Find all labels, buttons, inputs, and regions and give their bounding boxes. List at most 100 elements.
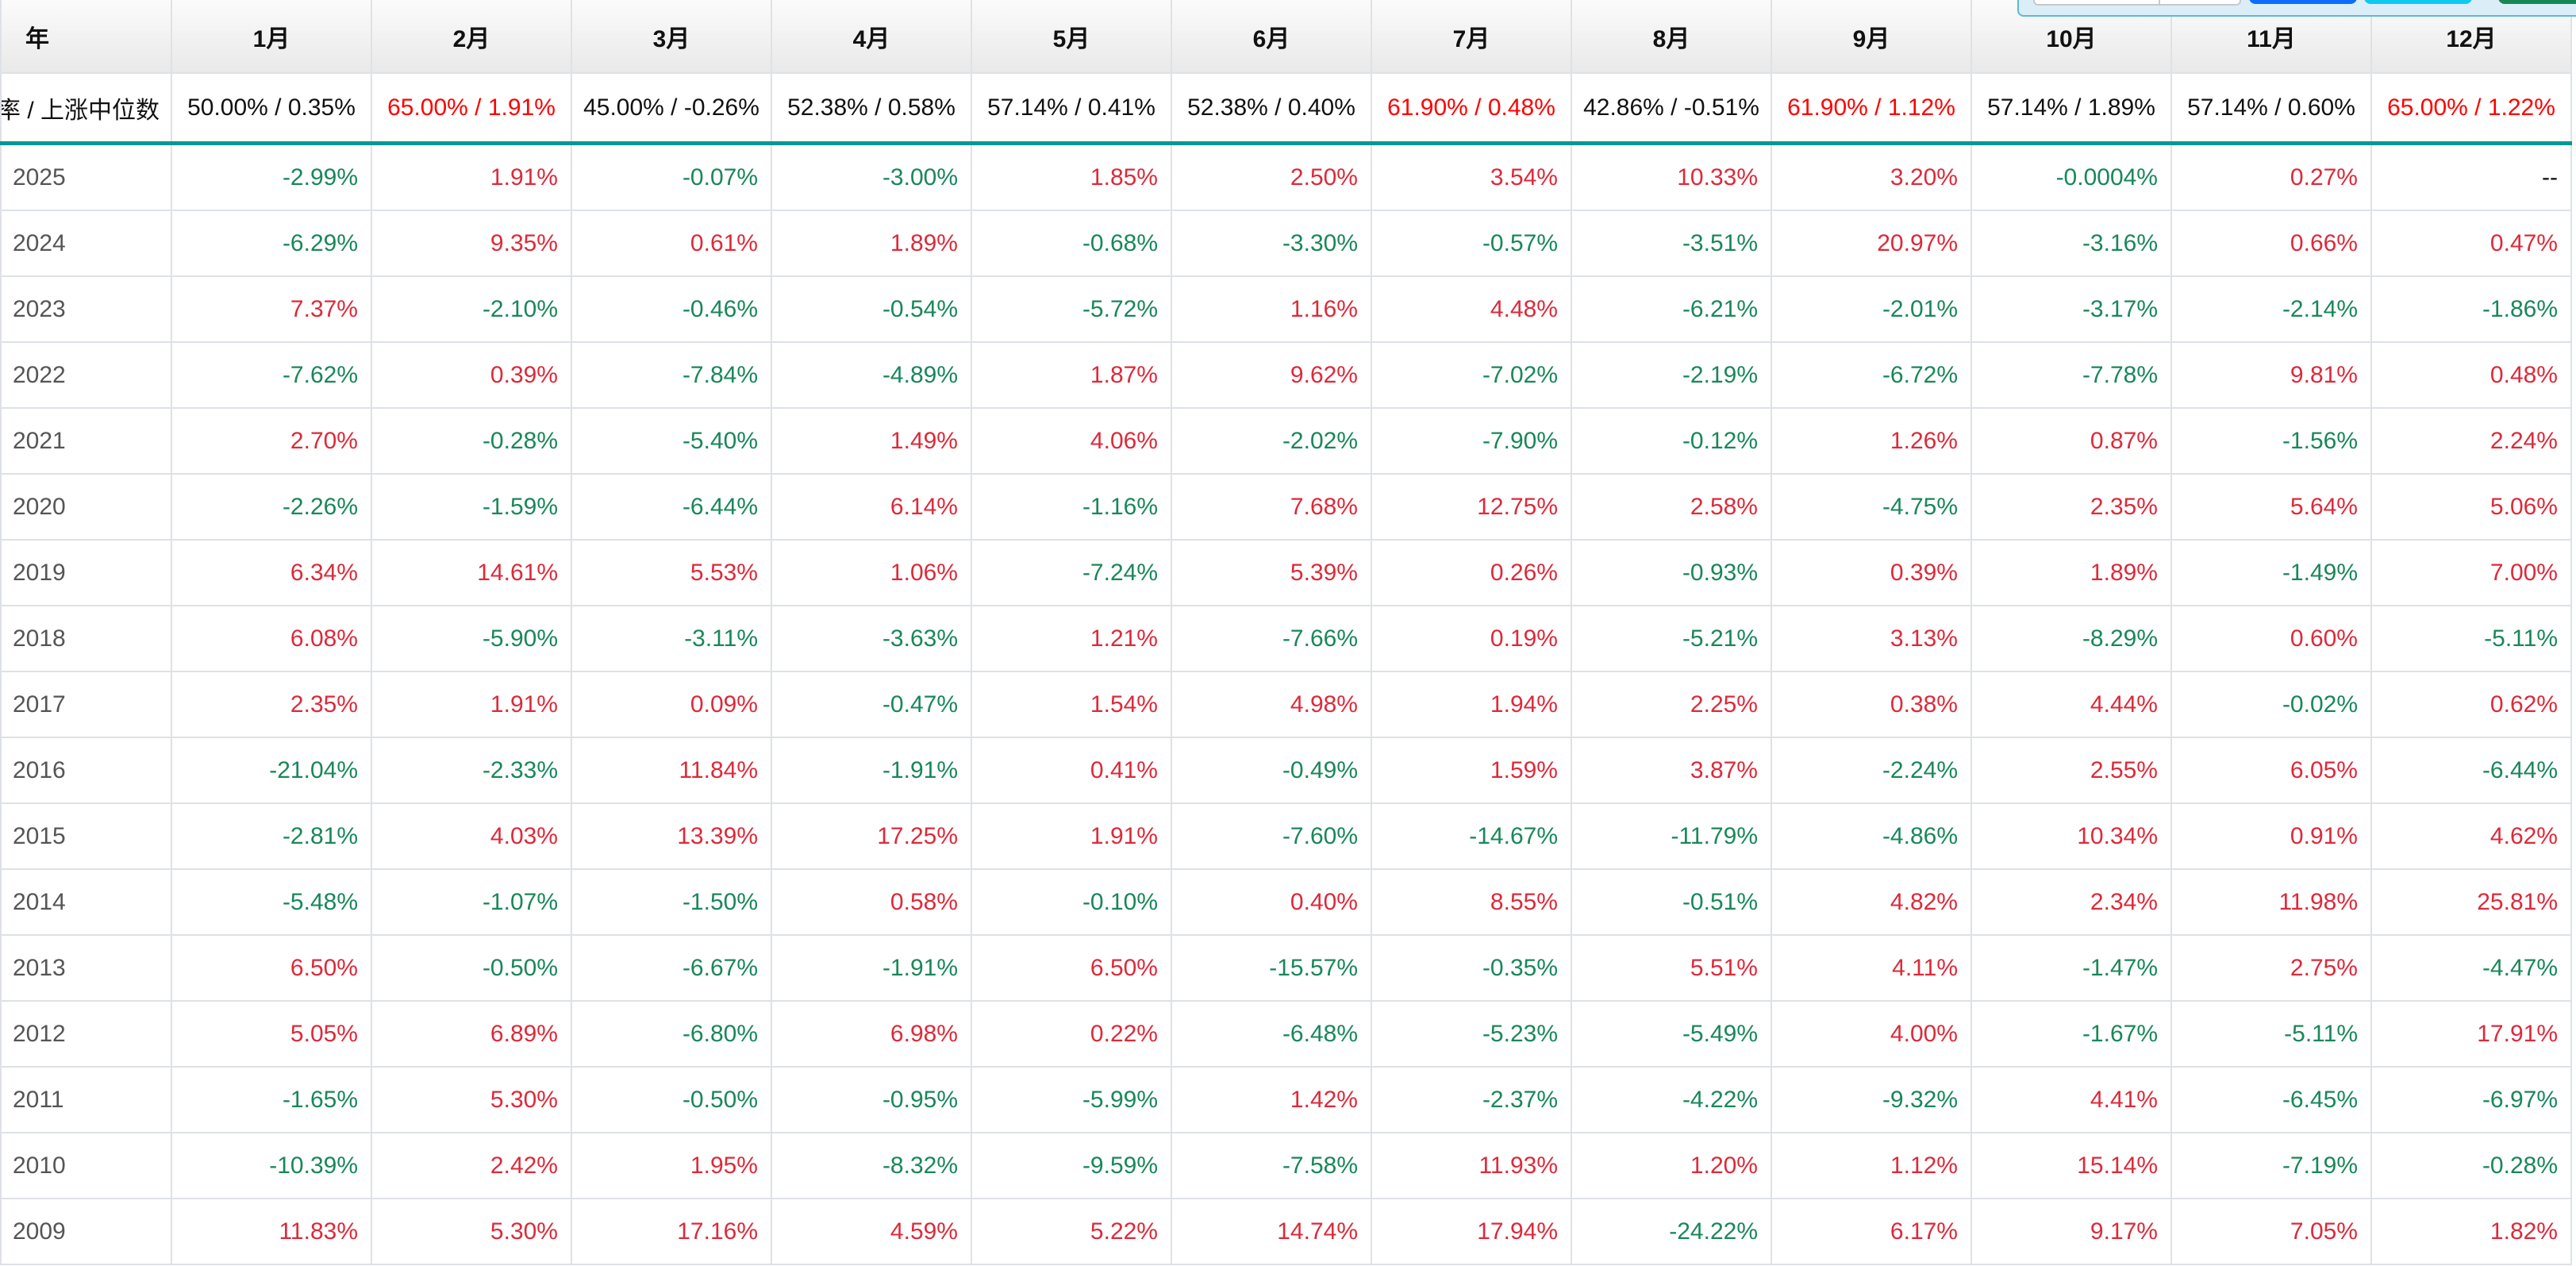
return-cell: -0.50%: [371, 934, 572, 1002]
return-cell: 2.75%: [2170, 934, 2372, 1002]
return-cell: 2.70%: [171, 407, 372, 475]
return-cell: 5.39%: [1171, 539, 1372, 606]
return-cell: -1.47%: [1970, 934, 2172, 1002]
return-cell: -9.32%: [1771, 1066, 1972, 1133]
return-cell: -0.02%: [2170, 671, 2372, 738]
return-cell: -1.91%: [771, 934, 972, 1002]
year-cell: 2021: [0, 407, 172, 475]
return-cell: -0.51%: [1571, 868, 1772, 936]
return-cell: -5.49%: [1571, 1000, 1772, 1068]
return-cell: -5.48%: [171, 868, 372, 936]
year-cell: 2013: [0, 934, 172, 1002]
summary-cell: 52.38% / 0.58%: [771, 72, 972, 145]
header-month[interactable]: 4月: [771, 0, 972, 74]
header-month[interactable]: 3月: [571, 0, 772, 74]
return-cell: 6.08%: [171, 605, 372, 672]
return-cell: -1.91%: [771, 737, 972, 804]
return-cell: -5.11%: [2170, 1000, 2372, 1068]
return-cell: -5.21%: [1571, 605, 1772, 672]
return-cell: -2.24%: [1771, 737, 1972, 804]
return-cell: 5.53%: [571, 539, 772, 606]
return-cell: 1.94%: [1371, 671, 1572, 738]
summary-cell: 61.90% / 0.48%: [1371, 72, 1572, 145]
return-cell: 1.20%: [1571, 1132, 1772, 1199]
return-cell: 0.61%: [571, 210, 772, 277]
header-month[interactable]: 1月: [171, 0, 372, 74]
table-row: 2018 6.08% -5.90% -3.11% -3.63% 1.21% -7.66% 0.…: [0, 605, 2572, 672]
return-cell: 14.61%: [371, 539, 572, 606]
year-cell: 2020: [0, 473, 172, 541]
toolbar-success-button[interactable]: [2498, 0, 2576, 4]
table-row: 2021 2.70% -0.28% -5.40% 1.49% 4.06% -2.02% -7.…: [0, 407, 2572, 475]
toolbar-primary-button[interactable]: [2249, 0, 2357, 4]
header-month[interactable]: 9月: [1771, 0, 1972, 74]
return-cell: 10.34%: [1970, 802, 2172, 870]
table-row: 2013 6.50% -0.50% -6.67% -1.91% 6.50% -15.57% -…: [0, 934, 2572, 1002]
summary-row: 率 / 上涨中位数 50.00% / 0.35% 65.00% / 1.91% 45…: [0, 72, 2572, 145]
return-cell: -3.11%: [571, 605, 772, 672]
header-year[interactable]: 年: [0, 0, 172, 74]
return-cell: 9.81%: [2170, 341, 2372, 409]
return-cell: -3.30%: [1171, 210, 1372, 277]
return-cell: 2.34%: [1970, 868, 2172, 936]
return-cell: 6.89%: [371, 1000, 572, 1068]
year-cell: 2012: [0, 1000, 172, 1068]
return-cell: 0.09%: [571, 671, 772, 738]
return-cell: -3.51%: [1571, 210, 1772, 277]
return-cell: -7.58%: [1171, 1132, 1372, 1199]
return-cell: -21.04%: [171, 737, 372, 804]
return-cell: 1.26%: [1771, 407, 1972, 475]
return-cell: 6.50%: [171, 934, 372, 1002]
return-cell: 4.82%: [1771, 868, 1972, 936]
table-row: 2011 -1.65% 5.30% -0.50% -0.95% -5.99% 1.42% -2…: [0, 1066, 2572, 1133]
return-cell: -0.0004%: [1970, 142, 2172, 211]
return-cell: 6.17%: [1771, 1198, 1972, 1265]
return-cell: 7.05%: [2170, 1198, 2372, 1265]
return-cell: -0.46%: [571, 275, 772, 343]
return-cell: 5.64%: [2170, 473, 2372, 541]
return-cell: 0.41%: [971, 737, 1172, 804]
return-cell: 6.98%: [771, 1000, 972, 1068]
summary-cell: 50.00% / 0.35%: [171, 72, 372, 145]
return-cell: 0.22%: [971, 1000, 1172, 1068]
return-cell: -4.86%: [1771, 802, 1972, 870]
header-month[interactable]: 8月: [1571, 0, 1772, 74]
header-month[interactable]: 6月: [1171, 0, 1372, 74]
return-cell: -1.07%: [371, 868, 572, 936]
return-cell: 0.60%: [2170, 605, 2372, 672]
return-cell: -2.02%: [1171, 407, 1372, 475]
header-month[interactable]: 7月: [1371, 0, 1572, 74]
return-cell: -7.24%: [971, 539, 1172, 606]
return-cell: 25.81%: [2370, 868, 2572, 936]
toolbar-info-button[interactable]: [2364, 0, 2472, 4]
summary-cell: 65.00% / 1.22%: [2370, 72, 2572, 145]
return-cell: -2.14%: [2170, 275, 2372, 343]
header-month[interactable]: 5月: [971, 0, 1172, 74]
return-cell: 3.87%: [1571, 737, 1772, 804]
table-row: 2024 -6.29% 9.35% 0.61% 1.89% -0.68% -3.30% -0.…: [0, 210, 2572, 277]
header-month[interactable]: 2月: [371, 0, 572, 74]
table-row: 2016 -21.04% -2.33% 11.84% -1.91% 0.41% -0.49%…: [0, 737, 2572, 804]
return-cell: 2.35%: [1970, 473, 2172, 541]
return-cell: 1.16%: [1171, 275, 1372, 343]
return-cell: 1.54%: [971, 671, 1172, 738]
return-cell: 6.14%: [771, 473, 972, 541]
return-cell: -0.12%: [1571, 407, 1772, 475]
return-cell: 4.62%: [2370, 802, 2572, 870]
return-cell: 1.89%: [1970, 539, 2172, 606]
return-cell: 0.87%: [1970, 407, 2172, 475]
return-cell: 2.25%: [1571, 671, 1772, 738]
return-cell: 0.39%: [1771, 539, 1972, 606]
toolbar-input[interactable]: [2033, 0, 2241, 6]
return-cell: -2.19%: [1571, 341, 1772, 409]
return-cell: -5.40%: [571, 407, 772, 475]
return-cell: 1.91%: [371, 671, 572, 738]
return-cell: -2.81%: [171, 802, 372, 870]
return-cell: -24.22%: [1571, 1198, 1772, 1265]
year-cell: 2018: [0, 605, 172, 672]
return-cell: -11.79%: [1571, 802, 1772, 870]
return-cell: -0.95%: [771, 1066, 972, 1133]
return-cell: 5.30%: [371, 1066, 572, 1133]
return-cell: -0.93%: [1571, 539, 1772, 606]
